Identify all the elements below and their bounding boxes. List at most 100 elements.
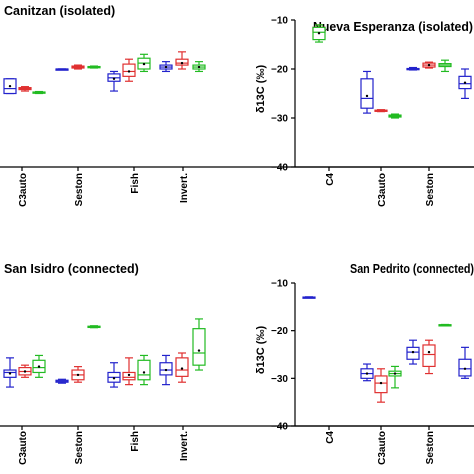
mean-marker [8,372,12,375]
y-axis-san-pedrito: −10 −20 −30 −40 [271,279,295,433]
x-tick-label-invert: Invert. [179,431,190,461]
boxplot-marks-san-pedrito [302,296,472,403]
y-axis-label: δ13C (‰) [255,65,267,114]
box-c3auto-series1 [3,78,17,95]
panel-title-canitzan: Canitzan (isolated) [4,4,115,18]
box-extra-series1 [458,68,472,100]
x-tick-label-seston: Seston [425,431,436,464]
mean-marker [164,65,168,69]
y-tick-label: −10 [271,16,288,27]
box-seston-series2 [71,366,85,383]
x-tick-label-c4: C4 [325,173,336,186]
box-c3auto-series2 [18,86,32,92]
box-seston-series2 [422,339,436,375]
iqr-box [122,371,136,381]
box-invert-series2 [175,352,189,383]
y-tick-label: −20 [271,326,288,337]
x-tick-label-c3auto: C3auto [377,431,388,465]
box-c3auto-series2 [374,109,388,113]
box-seston-series3 [438,59,452,73]
x-axis-san-isidro: C3auto Seston Fish Invert. [18,431,190,465]
box-seston-series1 [406,66,420,71]
mean-marker [142,62,146,66]
mean-marker [463,367,467,370]
box-fish-series1 [107,70,121,92]
y-tick-label: −40 [271,163,288,174]
x-tick-label-seston: Seston [425,173,436,206]
iqr-box [122,63,136,77]
mean-marker [379,381,383,385]
box-fish-series2 [122,58,136,82]
box-invert-series2 [175,51,189,70]
box-c3auto-series3 [388,365,402,389]
box-fish-series2 [122,357,136,386]
iqr-box [422,344,436,368]
box-seston-series3 [87,65,101,69]
y-tick-label: −30 [271,114,288,125]
panel-title-san-isidro: San Isidro (connected) [4,262,139,276]
box-c3auto-series1 [3,357,17,388]
mean-marker [393,372,397,375]
x-axis-nueva-esperanza: C4 C3auto Seston [325,173,436,207]
box-fish-series3 [137,53,151,73]
mean-marker [76,373,80,377]
y-tick-label: −10 [271,279,288,290]
box-seston-series1 [55,68,69,71]
box-c4-series1 [302,296,316,299]
x-tick-label-fish: Fish [130,431,141,452]
mean-marker [365,372,369,375]
iqr-box [159,362,173,376]
mean-marker [463,81,467,84]
box-c3auto-series1 [360,363,374,382]
mean-marker [112,377,116,380]
mean-marker [317,32,321,35]
mean-marker [365,94,369,98]
x-tick-label-seston: Seston [74,431,85,464]
y-tick-label: −40 [271,422,288,433]
mean-marker [127,70,131,73]
panel-title-san-pedrito: San Pedrito (connected) [350,262,474,276]
box-c3auto-series2 [374,368,388,403]
panel-san-isidro: San Isidro (connected) C3auto Seston Fis… [0,262,474,465]
box-invert-series1 [159,354,173,386]
mean-marker [427,63,431,67]
mean-marker [142,371,146,374]
box-seston-series1 [406,339,420,365]
y-axis-label: δ13C (‰) [255,326,267,375]
y-axis-nueva-esperanza: −10 −20 −30 −40 [271,16,295,174]
mean-marker [197,349,201,352]
panel-nueva-esperanza: Nueva Esperanza (isolated) δ13C (‰) −10−… [255,16,474,207]
box-seston-series3 [438,323,452,327]
x-tick-label-seston: Seston [74,173,85,206]
box-c3auto-series3 [32,90,46,95]
mean-marker [37,365,41,368]
boxplot-marks-nueva-esperanza [312,24,472,119]
iqr-box [137,359,151,381]
mean-marker [411,350,415,354]
box-fish-series1 [107,362,121,388]
iqr-box [192,328,206,366]
box-c3auto-series3 [32,354,46,378]
x-axis-san-pedrito: C4 C3auto Seston [325,431,436,465]
mean-marker [180,61,184,65]
mean-marker [427,350,431,354]
boxplot-marks-san-isidro [3,318,206,388]
box-fish-series3 [137,354,151,386]
mean-marker [8,84,12,88]
mean-marker [164,368,168,372]
x-tick-label-c3auto: C3auto [18,431,29,465]
x-axis-canitzan: C3auto Seston Fish Invert. [18,173,190,207]
mean-marker [127,373,131,377]
box-invert-series3 [192,318,206,371]
mean-marker [197,65,201,69]
box-extra-series1 [458,346,472,379]
x-tick-label-c4: C4 [325,431,336,444]
box-c3auto-series3 [388,113,402,119]
x-tick-label-fish: Fish [130,173,141,194]
box-c3auto-series1 [360,70,374,114]
x-tick-label-invert: Invert. [179,173,190,203]
box-seston-series2 [422,61,436,69]
box-invert-series3 [192,61,206,73]
box-seston-series3 [87,325,101,329]
